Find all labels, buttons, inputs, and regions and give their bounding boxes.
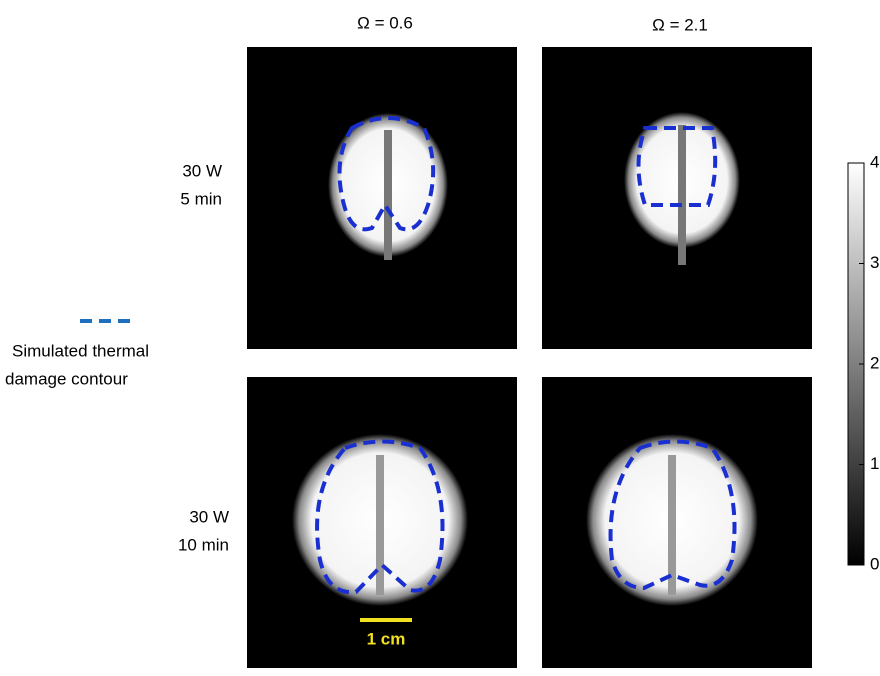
panel: 1 cm (247, 377, 517, 668)
colorbar-tick-label: 2 (870, 353, 879, 372)
column-header: Ω = 0.6 (357, 13, 413, 32)
colorbar-tick-label: 4 (870, 152, 879, 171)
colorbar-tick-label: 1 (870, 454, 879, 473)
row-label: 30 W (182, 161, 222, 180)
legend-text: damage contour (5, 369, 128, 388)
panel (247, 47, 517, 349)
colorbar-tick-label: 3 (870, 253, 879, 272)
panel (542, 47, 812, 349)
scale-bar-label: 1 cm (367, 629, 406, 648)
colorbar-tick-label: 0 (870, 554, 879, 573)
row-label: 30 W (189, 507, 229, 526)
row-label: 5 min (180, 189, 222, 208)
figure: Ω = 0.6 Ω = 2.1 30 W 5 min 30 W 10 min S… (0, 0, 880, 671)
panel (542, 377, 812, 668)
row-label: 10 min (178, 535, 229, 554)
legend-text: Simulated thermal (12, 341, 149, 360)
column-header: Ω = 2.1 (652, 15, 708, 34)
